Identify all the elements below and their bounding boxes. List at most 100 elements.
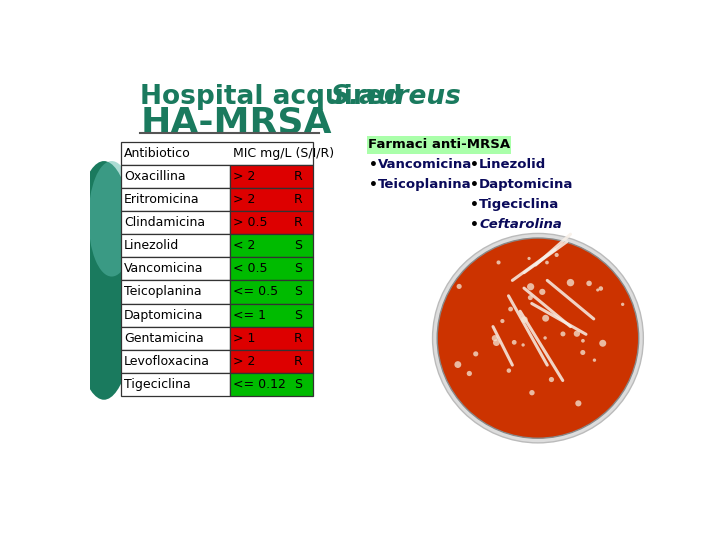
Circle shape [574,330,580,337]
Circle shape [528,295,533,300]
Bar [230,165,313,188]
Text: Gentamicina: Gentamicina [124,332,204,345]
Text: Daptomicina: Daptomicina [479,178,573,191]
Bar [230,188,313,211]
Circle shape [545,261,549,265]
Bar [230,303,313,327]
Text: Tigeciclina: Tigeciclina [124,378,191,391]
Text: R: R [294,216,302,229]
Text: R: R [294,332,302,345]
Bar [121,373,230,396]
Text: •: • [469,198,479,212]
Bar [230,234,313,257]
Text: S: S [294,262,302,275]
Circle shape [492,335,498,341]
Circle shape [542,315,549,322]
Circle shape [497,260,500,265]
Bar [121,188,230,211]
Text: <= 0.5: <= 0.5 [233,286,279,299]
Text: •: • [469,178,479,192]
Circle shape [544,336,546,340]
Bar [121,211,230,234]
Text: <= 1: <= 1 [233,308,266,321]
Text: > 2: > 2 [233,193,256,206]
Text: Eritromicina: Eritromicina [124,193,199,206]
Text: Vancomicina: Vancomicina [378,158,472,171]
Circle shape [508,307,513,312]
Ellipse shape [70,161,138,400]
Bar [121,234,230,257]
Text: > 2: > 2 [233,170,256,183]
Bar [121,350,230,373]
Bar [121,303,230,327]
Text: Teicoplanina: Teicoplanina [124,286,202,299]
Circle shape [554,253,559,257]
Text: •: • [469,218,479,232]
Circle shape [549,377,554,382]
Bar [121,165,230,188]
Text: S: S [294,308,302,321]
Circle shape [599,340,606,347]
Bar [367,136,510,154]
Text: > 2: > 2 [233,355,256,368]
Text: Ceftarolina: Ceftarolina [479,219,562,232]
Text: R: R [294,193,302,206]
Circle shape [575,400,582,407]
Text: > 1: > 1 [233,332,256,345]
Circle shape [593,359,596,362]
Circle shape [529,390,535,395]
Text: < 2: < 2 [233,239,256,252]
Text: S: S [294,378,302,391]
Circle shape [512,340,517,345]
Circle shape [456,284,462,289]
Bar [230,280,313,303]
Circle shape [539,289,546,295]
Circle shape [621,303,624,306]
Circle shape [560,332,565,336]
Text: MIC mg/L (S/I/R): MIC mg/L (S/I/R) [233,147,334,160]
Circle shape [596,288,599,292]
Text: S: S [294,239,302,252]
Text: •: • [369,158,378,172]
Bar [121,280,230,303]
Circle shape [454,361,462,368]
Circle shape [527,283,534,291]
Text: Vancomicina: Vancomicina [124,262,204,275]
Text: S.aureus: S.aureus [331,84,462,110]
Circle shape [521,316,528,323]
Text: Antibiotico: Antibiotico [124,147,191,160]
Bar [121,327,230,350]
Bar [230,211,313,234]
Bar [230,327,313,350]
Circle shape [500,319,505,323]
Circle shape [567,279,575,286]
Bar [230,350,313,373]
Text: > 0.5: > 0.5 [233,216,268,229]
Text: Oxacillina: Oxacillina [124,170,186,183]
Circle shape [493,339,500,346]
Circle shape [528,257,531,260]
Text: R: R [294,170,302,183]
Circle shape [473,352,478,356]
Text: S: S [294,286,302,299]
Bar [121,142,313,165]
Circle shape [581,339,585,342]
Text: HA-MRSA: HA-MRSA [140,106,332,140]
Text: Hospital acquired: Hospital acquired [140,84,412,110]
Circle shape [580,350,585,355]
Text: •: • [469,158,479,172]
Circle shape [507,368,511,373]
Text: Levofloxacina: Levofloxacina [124,355,210,368]
Text: Farmaci anti-MRSA: Farmaci anti-MRSA [368,138,510,151]
Text: •: • [369,178,378,192]
Text: Linezolid: Linezolid [479,158,546,171]
Circle shape [467,371,472,376]
Text: < 0.5: < 0.5 [233,262,268,275]
Circle shape [437,238,639,438]
Bar [230,257,313,280]
Circle shape [521,343,525,347]
Bar [230,373,313,396]
Bar [121,257,230,280]
Text: R: R [294,355,302,368]
Circle shape [433,233,644,443]
